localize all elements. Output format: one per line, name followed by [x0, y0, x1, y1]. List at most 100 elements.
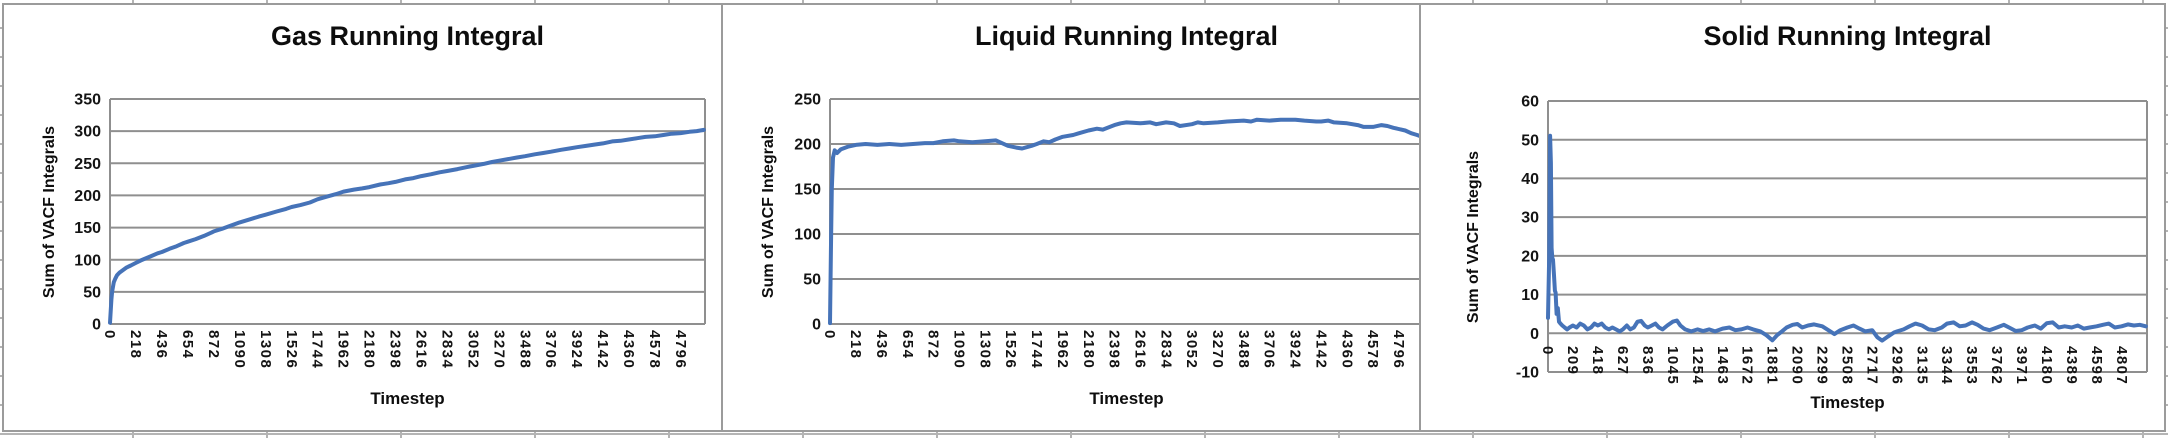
x-tick-label: 3488: [516, 330, 533, 369]
x-tick-label: 2616: [1131, 330, 1148, 369]
plot-area[interactable]: 0 50 100 150 200 250 300 350 0 218 436 654 872 1090 13…: [4, 5, 725, 434]
x-tick-label: 654: [179, 330, 196, 360]
y-tick-label: 250: [74, 156, 101, 173]
x-tick-label: 2926: [1888, 346, 1905, 385]
x-tick-label: 3135: [1913, 346, 1930, 385]
x-tick-label: 3270: [490, 330, 507, 369]
x-tick-label: 2834: [1157, 330, 1174, 369]
x-tick-label: 436: [873, 330, 890, 360]
x-tick-label: 627: [1614, 346, 1631, 376]
y-tick-label: 50: [83, 284, 101, 301]
x-tick-label: 1463: [1714, 346, 1731, 385]
x-tick-label: 4360: [620, 330, 637, 369]
series-line: [828, 117, 1423, 326]
x-axis-title: Timestep: [370, 389, 445, 408]
x-tick-label: 4578: [646, 330, 663, 369]
x-tick-label: 418: [1589, 346, 1606, 376]
x-tick-label: 2299: [1814, 346, 1831, 385]
y-tick-label: 100: [794, 227, 821, 244]
x-tick-label: 4807: [2113, 346, 2130, 385]
x-axis-title: Timestep: [1089, 389, 1164, 408]
x-tick-label: 1045: [1664, 346, 1681, 385]
x-tick-label: 3270: [1209, 330, 1226, 369]
x-tick-label: 209: [1564, 346, 1581, 376]
x-tick-label: 436: [153, 330, 170, 360]
x-tick-label: 2180: [1080, 330, 1097, 369]
x-tick-label: 1962: [335, 330, 352, 369]
y-tick-label: 150: [74, 220, 101, 237]
x-tick-label: 4796: [1390, 330, 1407, 369]
chart-title: Liquid Running Integral: [975, 21, 1278, 51]
x-tick-label: 3052: [464, 330, 481, 369]
x-tick-label: 3344: [1938, 346, 1955, 385]
x-tick-label: 2717: [1863, 346, 1880, 385]
x-tick-label: 836: [1639, 346, 1656, 376]
y-tick-label: 300: [74, 124, 101, 141]
y-tick-label: 0: [812, 317, 821, 334]
y-tick-label: -10: [1516, 365, 1539, 382]
x-tick-label: 0: [821, 330, 838, 340]
y-tick-label: 150: [794, 182, 821, 199]
x-tick-label: 3553: [1963, 346, 1980, 385]
x-tick-label: 2398: [1106, 330, 1123, 369]
x-tick-label: 1090: [231, 330, 248, 369]
x-tick-label: 3971: [2013, 346, 2030, 385]
x-tick-label: 0: [101, 330, 118, 340]
x-tick-label: 1881: [1764, 346, 1781, 385]
y-tick-label: 0: [92, 317, 101, 334]
x-tick-label: 3762: [1988, 346, 2005, 385]
x-tick-label: 1744: [1028, 330, 1045, 369]
x-tick-label: 2398: [387, 330, 404, 369]
x-tick-label: 3488: [1235, 330, 1252, 369]
x-tick-label: 1308: [976, 330, 993, 369]
y-tick-label: 100: [74, 252, 101, 269]
x-tick-label: 4142: [594, 330, 611, 369]
x-tick-label: 1254: [1689, 346, 1706, 385]
x-tick-label: 1526: [283, 330, 300, 369]
x-tick-label: 1526: [1002, 330, 1019, 369]
x-tick-label: 4360: [1338, 330, 1355, 369]
x-tick-label: 2616: [413, 330, 430, 369]
x-tick-label: 2090: [1789, 346, 1806, 385]
y-tick-label: 20: [1521, 248, 1539, 265]
y-tick-label: 10: [1521, 287, 1539, 304]
x-tick-label: 1090: [950, 330, 967, 369]
x-tick-label: 4796: [672, 330, 689, 369]
x-tick-label: 1744: [309, 330, 326, 369]
chart-panel-solid[interactable]: Solid Running Integral Sum of VACF Integ…: [1419, 3, 2166, 432]
x-tick-label: 654: [899, 330, 916, 360]
x-tick-label: 218: [127, 330, 144, 360]
x-tick-label: 4578: [1364, 330, 1381, 369]
chart-panel-gas[interactable]: Gas Running Integral Sum of VACF Integra…: [2, 3, 723, 432]
x-tick-label: 3052: [1183, 330, 1200, 369]
x-tick-label: 1308: [257, 330, 274, 369]
x-tick-label: 0: [1539, 346, 1556, 356]
chart-title: Solid Running Integral: [1703, 21, 1992, 51]
y-tick-label: 0: [1530, 326, 1539, 343]
x-tick-label: 4389: [2063, 346, 2080, 385]
x-tick-label: 3706: [542, 330, 559, 369]
y-tick-label: 50: [1521, 132, 1539, 149]
plot-area[interactable]: 0 50 100 150 200 250 0 218 436 654 872 1090 1308 1526…: [723, 5, 1423, 434]
y-tick-label: 200: [794, 137, 821, 154]
y-tick-label: 250: [794, 92, 821, 109]
x-tick-label: 4180: [2038, 346, 2055, 385]
x-tick-label: 872: [205, 330, 222, 360]
x-tick-label: 4142: [1312, 330, 1329, 369]
y-tick-label: 30: [1521, 210, 1539, 227]
x-tick-label: 4598: [2088, 346, 2105, 385]
x-tick-label: 3924: [1287, 330, 1304, 369]
y-tick-label: 50: [803, 272, 821, 289]
x-tick-label: 1962: [1054, 330, 1071, 369]
x-tick-label: 2180: [361, 330, 378, 369]
x-axis-title: Timestep: [1810, 393, 1885, 412]
x-tick-label: 1672: [1739, 346, 1756, 385]
y-tick-label: 40: [1521, 171, 1539, 188]
x-tick-label: 2834: [438, 330, 455, 369]
y-tick-label: 200: [74, 188, 101, 205]
y-tick-label: 350: [74, 92, 101, 109]
series-line: [1546, 133, 2148, 343]
chart-panel-liquid[interactable]: Liquid Running Integral Sum of VACF Inte…: [721, 3, 1423, 434]
